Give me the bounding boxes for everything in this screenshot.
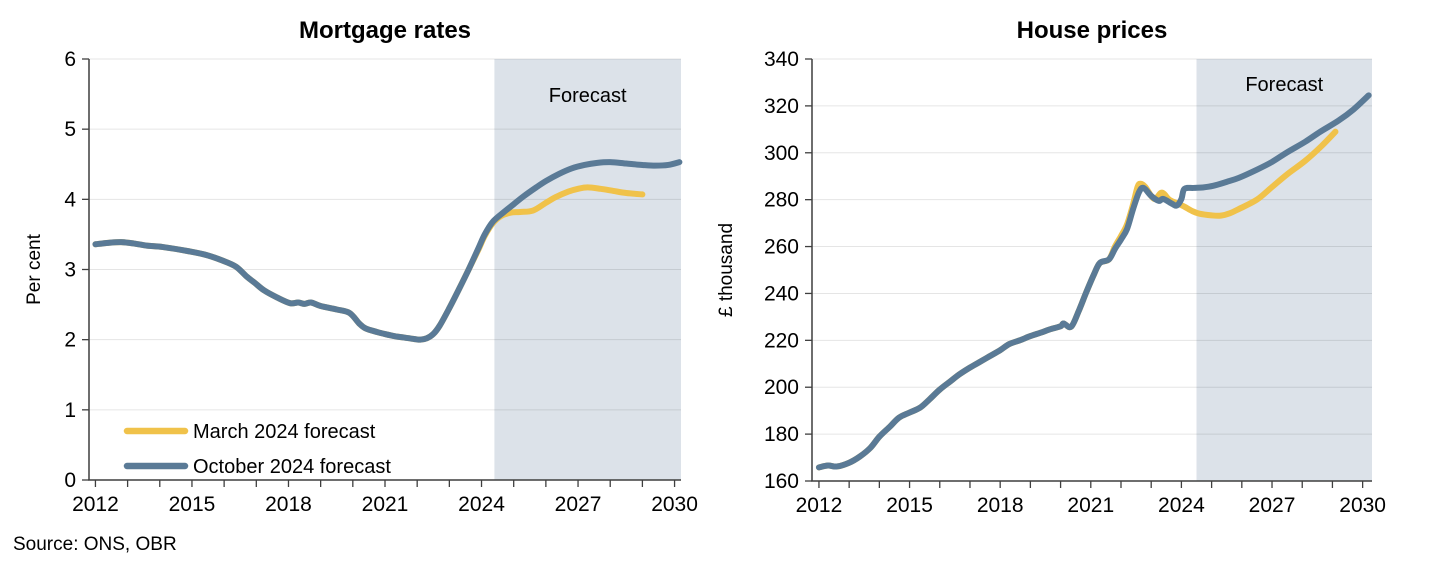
x-tick-label: 2018 (977, 494, 1024, 517)
legend-label: March 2024 forecast (193, 421, 376, 443)
forecast-band-label: Forecast (549, 85, 627, 107)
x-tick-label: 2018 (265, 493, 312, 516)
y-tick-label: 320 (764, 95, 799, 118)
forecast-band (494, 59, 681, 480)
y-tick-label: 6 (64, 48, 76, 71)
y-tick-label: 280 (764, 189, 799, 212)
x-tick-label: 2021 (362, 493, 409, 516)
y-tick-label: 4 (64, 188, 76, 211)
x-tick-label: 2027 (555, 493, 602, 516)
house-prices-chart: 160 180 200 220 240 260 280 300 320 340 2012 2015 20… (716, 17, 1386, 517)
legend-label: October 2024 forecast (193, 456, 391, 478)
x-tick-label: 2024 (458, 493, 505, 516)
y-tick-label: 340 (764, 48, 799, 71)
y-tick-label: 240 (764, 282, 799, 305)
y-tick-label: 220 (764, 329, 799, 352)
chart-title: House prices (1017, 17, 1168, 44)
source-note: Source: ONS, OBR (13, 534, 177, 555)
forecast-band-label: Forecast (1245, 74, 1323, 96)
chart-title: Mortgage rates (299, 17, 471, 44)
y-tick-label: 1 (64, 399, 76, 422)
y-axis-label: £ thousand (716, 223, 737, 317)
y-tick-label: 2 (64, 329, 76, 352)
x-tick-label: 2012 (72, 493, 119, 516)
forecast-band (1196, 59, 1372, 481)
series-line-october-2024-forecast (92, 159, 683, 343)
series-line-october-2024-forecast (815, 92, 1372, 471)
x-tick-label: 2015 (169, 493, 216, 516)
x-tick-label: 2024 (1158, 494, 1205, 517)
y-tick-label: 180 (764, 423, 799, 446)
y-tick-label: 0 (64, 469, 76, 492)
x-tick-label: 2012 (796, 494, 843, 517)
x-tick-label: 2030 (651, 493, 698, 516)
y-tick-label: 200 (764, 376, 799, 399)
x-tick-label: 2030 (1339, 494, 1386, 517)
y-tick-label: 300 (764, 142, 799, 165)
x-tick-label: 2021 (1067, 494, 1114, 517)
mortgage-rates-chart: 0 1 2 3 4 5 6 2012 2015 2018 2021 2024 2027 2030 Forec… (24, 17, 698, 516)
y-axis-label: Per cent (24, 233, 45, 304)
y-tick-label: 260 (764, 236, 799, 259)
x-tick-label: 2027 (1249, 494, 1296, 517)
y-tick-label: 3 (64, 259, 76, 282)
x-tick-label: 2015 (886, 494, 933, 517)
y-tick-label: 5 (64, 118, 76, 141)
y-tick-label: 160 (764, 470, 799, 493)
